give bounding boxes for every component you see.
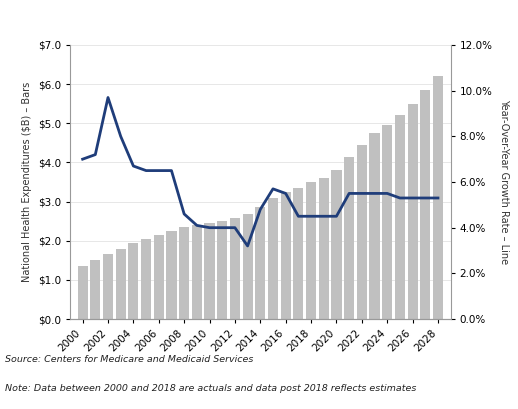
Bar <box>319 178 329 319</box>
Bar <box>154 235 164 319</box>
Bar <box>293 188 304 319</box>
Bar <box>103 254 113 319</box>
Bar <box>141 239 151 319</box>
Text: Note: Data between 2000 and 2018 are actuals and data post 2018 reflects estimat: Note: Data between 2000 and 2018 are act… <box>5 384 416 393</box>
Bar <box>230 218 240 319</box>
Y-axis label: National Health Expenditures ($B) – Bars: National Health Expenditures ($B) – Bars <box>22 82 32 282</box>
Bar <box>205 223 214 319</box>
Bar <box>306 182 316 319</box>
Bar <box>255 207 265 319</box>
Bar <box>192 225 202 319</box>
Bar <box>408 104 418 319</box>
Bar <box>344 157 354 319</box>
Bar <box>268 198 278 319</box>
Bar <box>332 170 341 319</box>
Bar <box>369 133 380 319</box>
Bar <box>179 227 189 319</box>
Y-axis label: Year-Over-Year Growth Rate – Line: Year-Over-Year Growth Rate – Line <box>499 99 509 265</box>
Bar <box>420 90 430 319</box>
Bar <box>166 231 177 319</box>
Bar <box>281 192 291 319</box>
Bar <box>78 266 88 319</box>
Bar <box>433 76 443 319</box>
Bar <box>357 145 367 319</box>
Bar <box>90 260 100 319</box>
Text: Source: Centers for Medicare and Medicaid Services: Source: Centers for Medicare and Medicai… <box>5 355 253 364</box>
Bar <box>242 214 253 319</box>
Bar <box>395 115 405 319</box>
Bar <box>382 125 392 319</box>
Bar <box>116 249 126 319</box>
Text: Healthcare costs expected to increase at a 5.3% 10-YR CAGR: Healthcare costs expected to increase at… <box>32 16 486 29</box>
Bar <box>217 221 227 319</box>
Bar <box>128 243 138 319</box>
